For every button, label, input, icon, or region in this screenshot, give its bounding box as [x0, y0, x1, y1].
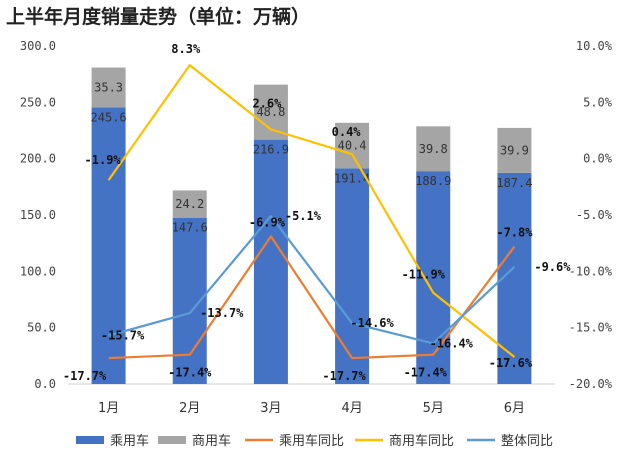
legend-label: 乘用车	[110, 433, 149, 449]
left-axis-tick-label: 50.0	[27, 321, 56, 335]
bar-passenger	[416, 171, 451, 384]
line-passenger-yoy	[108, 235, 516, 360]
bar-passenger	[91, 107, 126, 385]
left-axis-tick-label: 200.0	[20, 152, 56, 166]
line-total-yoy	[108, 215, 516, 345]
right-axis-tick-label: -15.0%	[569, 321, 613, 335]
bar-commercial	[416, 126, 451, 172]
line-commercial-yoy	[107, 64, 516, 358]
line-commercial-yoy-label: -1.9%	[85, 153, 122, 167]
x-category-label: 5月	[423, 401, 444, 416]
x-category-label: 2月	[179, 401, 200, 416]
left-axis-tick-label: 250.0	[20, 95, 56, 109]
line-total-yoy-label: -13.7%	[200, 306, 244, 320]
chart-title: 上半年月度销量走势（单位：万辆）	[6, 6, 311, 28]
bar-passenger-label: 147.6	[172, 221, 208, 235]
legend-swatch	[158, 436, 186, 444]
legend-label: 整体同比	[501, 434, 553, 449]
bar-passenger	[335, 168, 370, 384]
line-passenger-yoy-label: -17.7%	[63, 369, 107, 383]
bar-commercial-label: 39.9	[500, 143, 529, 157]
bar-commercial	[172, 190, 207, 218]
line-total-yoy-label: -14.6%	[350, 316, 394, 330]
right-axis-tick-label: -10.0%	[569, 264, 613, 278]
left-axis-tick-label: 300.0	[20, 39, 56, 53]
line-total-yoy-label: -16.4%	[430, 336, 474, 350]
line-passenger-yoy-label: -17.4%	[168, 366, 212, 380]
left-axis-tick-label: 0.0	[34, 377, 56, 391]
x-category-label: 3月	[260, 401, 281, 416]
bar-passenger-label: 188.9	[415, 174, 451, 188]
x-category-label: 4月	[341, 401, 362, 416]
bar-commercial	[335, 122, 370, 169]
bar-commercial-label: 48.8	[256, 105, 285, 119]
bar-passenger	[253, 139, 288, 384]
legend-label: 商用车同比	[389, 433, 454, 449]
right-axis-tick-label: 5.0%	[583, 95, 613, 109]
x-category-label: 1月	[98, 401, 119, 416]
bar-passenger	[172, 217, 207, 384]
left-axis-tick-label: 150.0	[20, 208, 56, 222]
bar-commercial-label: 39.8	[419, 142, 448, 156]
bar-commercial	[497, 127, 532, 173]
line-commercial-yoy-label: -11.9%	[402, 268, 446, 282]
line-total-yoy-label: -5.1%	[285, 209, 322, 223]
legend-label: 商用车	[192, 433, 231, 449]
right-axis-tick-label: 10.0%	[576, 39, 613, 53]
bar-passenger-label: 187.4	[496, 176, 532, 190]
bar-commercial	[91, 67, 126, 108]
right-axis-tick-label: -5.0%	[576, 208, 613, 222]
bar-passenger-label: 216.9	[253, 143, 289, 157]
line-commercial-yoy-label: 2.6%	[252, 96, 282, 110]
line-passenger-yoy-label: -17.7%	[322, 369, 366, 383]
line-commercial-yoy-label: 8.3%	[171, 42, 201, 56]
bar-commercial-label: 35.3	[94, 80, 123, 94]
bar-passenger-label: 245.6	[91, 110, 127, 124]
right-axis-tick-label: 0.0%	[583, 152, 613, 166]
line-commercial-yoy-label: 0.4%	[332, 125, 362, 139]
right-axis-tick-label: -20.0%	[569, 377, 613, 391]
bar-commercial-label: 24.2	[175, 197, 204, 211]
line-total-yoy-label: -15.7%	[101, 329, 145, 343]
line-commercial-yoy-label: -17.6%	[489, 356, 533, 370]
line-passenger-yoy-label: -6.9%	[249, 215, 286, 229]
left-axis-tick-label: 100.0	[20, 264, 56, 278]
line-passenger-yoy-label: -7.8%	[496, 226, 533, 240]
x-category-label: 6月	[504, 401, 525, 416]
bar-passenger-label: 191.4	[334, 171, 370, 185]
legend-swatch	[76, 436, 104, 444]
bar-commercial-label: 40.4	[338, 139, 367, 153]
line-passenger-yoy-label: -17.4%	[404, 366, 448, 380]
line-total-yoy-label: -9.6%	[534, 260, 571, 274]
legend-label: 乘用车同比	[279, 433, 344, 449]
